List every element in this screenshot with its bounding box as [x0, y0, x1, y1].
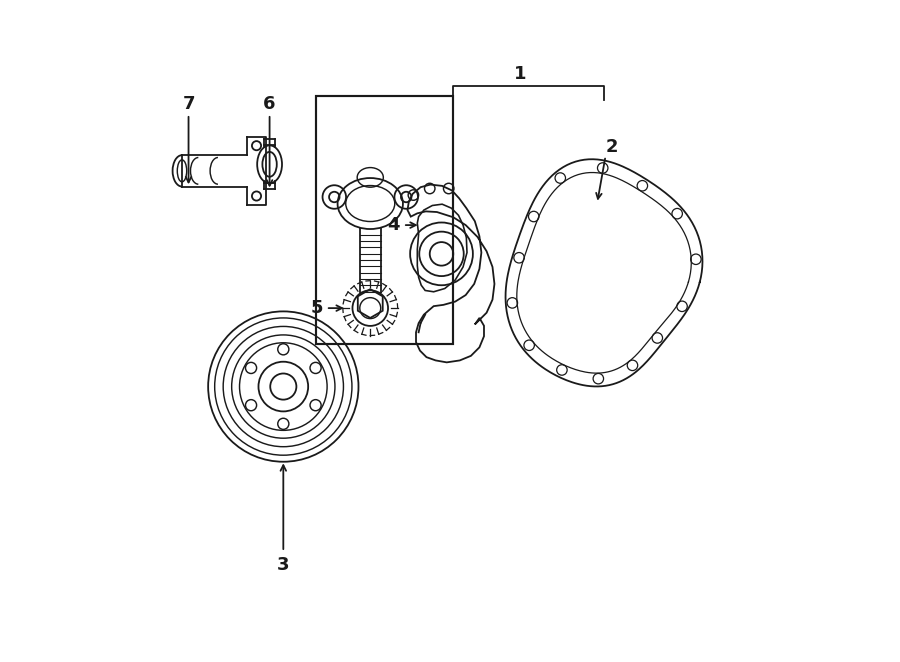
Text: 6: 6	[264, 95, 275, 113]
Text: 5: 5	[311, 299, 324, 317]
Text: 2: 2	[606, 138, 618, 156]
Bar	[316, 96, 454, 344]
Text: 4: 4	[388, 216, 400, 234]
Text: 7: 7	[183, 95, 194, 113]
Text: 1: 1	[514, 65, 526, 83]
Text: 3: 3	[277, 556, 290, 574]
